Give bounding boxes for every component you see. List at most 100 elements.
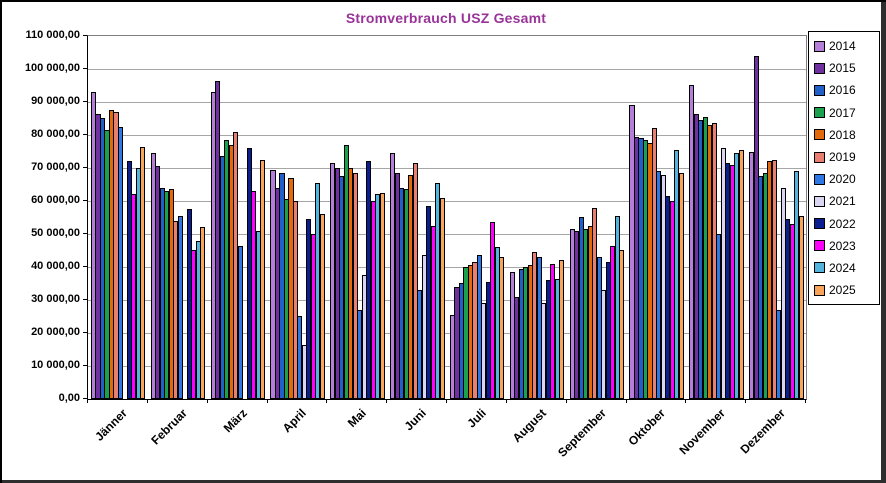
y-axis-label: 40 000,00 <box>31 260 80 272</box>
gridline <box>88 365 806 367</box>
window-right-edge <box>881 2 886 483</box>
x-axis-tick <box>386 399 388 403</box>
y-axis-tick <box>83 167 87 168</box>
bar-August-2025 <box>559 260 565 399</box>
x-axis-tick <box>745 399 747 403</box>
y-axis-tick <box>83 332 87 333</box>
legend-swatch-icon <box>814 151 825 163</box>
legend-swatch-icon <box>814 107 825 119</box>
gridline <box>88 233 806 235</box>
legend-item-2014: 2014 <box>814 35 875 57</box>
gridline <box>88 101 806 103</box>
bar-Mai-2019 <box>352 173 358 399</box>
legend-label: 2019 <box>829 150 856 165</box>
y-axis-label: 110 000,00 <box>25 29 80 41</box>
y-axis-label: 90 000,00 <box>31 95 80 107</box>
y-axis-tick <box>83 266 87 267</box>
y-axis-tick <box>83 365 87 366</box>
legend-label: 2018 <box>829 127 856 142</box>
legend-item-2021: 2021 <box>814 190 875 212</box>
y-axis-tick <box>83 200 87 201</box>
bar-November-2025 <box>738 150 744 399</box>
legend-swatch-icon <box>814 284 825 296</box>
legend-label: 2014 <box>829 39 856 54</box>
gridline <box>88 200 806 202</box>
legend-swatch-icon <box>814 262 825 274</box>
legend-label: 2022 <box>829 216 856 231</box>
legend: 2014 2015 2016 2017 2018 2019 2020 2021 2022 2023… <box>808 31 880 306</box>
legend-label: 2015 <box>829 61 856 76</box>
x-axis-tick <box>146 399 148 403</box>
legend-item-2016: 2016 <box>814 79 875 101</box>
bar-Mai-2025 <box>379 193 385 399</box>
bar-September-2025 <box>619 250 625 399</box>
legend-label: 2023 <box>829 238 856 253</box>
gridline <box>88 266 806 268</box>
legend-label: 2016 <box>829 83 856 98</box>
y-axis-tick <box>83 101 87 102</box>
bar-März-2020 <box>237 246 243 399</box>
legend-label: 2017 <box>829 105 856 120</box>
y-axis-label: 30 000,00 <box>31 293 80 305</box>
legend-item-2025: 2025 <box>814 279 875 301</box>
x-axis-tick <box>266 399 268 403</box>
y-axis-tick <box>83 299 87 300</box>
bar-Juli-2025 <box>499 257 505 399</box>
bar-Dezember-2025 <box>798 216 804 399</box>
y-axis-label: 0,00 <box>58 392 80 404</box>
window-bottom-edge <box>2 480 886 483</box>
bar-Februar-2020 <box>177 216 183 399</box>
legend-swatch-icon <box>814 84 825 96</box>
y-axis-tick <box>83 398 87 399</box>
legend-item-2020: 2020 <box>814 168 875 190</box>
chart-title: Stromverbrauch USZ Gesamt <box>345 10 547 26</box>
bar-Dezember-2019 <box>771 160 777 399</box>
bar-Jänner-2020 <box>117 127 123 399</box>
y-axis-tick <box>83 35 87 36</box>
bar-April-2019 <box>292 201 298 399</box>
legend-label: 2024 <box>829 260 856 275</box>
y-axis-label: 70 000,00 <box>31 161 80 173</box>
legend-item-2015: 2015 <box>814 57 875 79</box>
x-axis-tick <box>685 399 687 403</box>
x-axis-tick <box>505 399 507 403</box>
legend-swatch-icon <box>814 62 825 74</box>
y-axis-tick <box>83 68 87 69</box>
y-axis-label: 10 000,00 <box>31 359 80 371</box>
x-axis-tick <box>625 399 627 403</box>
legend-label: 2021 <box>829 194 856 209</box>
bar-Oktober-2025 <box>678 173 684 399</box>
legend-swatch-icon <box>814 40 825 52</box>
y-axis-label: 100 000,00 <box>24 62 80 74</box>
x-axis-tick <box>87 399 88 403</box>
legend-swatch-icon <box>814 129 825 141</box>
bar-März-2025 <box>260 160 266 399</box>
bar-Februar-2025 <box>200 227 206 399</box>
y-axis-label: 50 000,00 <box>31 227 80 239</box>
x-axis-tick <box>446 399 447 403</box>
x-axis-tick <box>206 399 208 403</box>
gridline <box>88 299 806 301</box>
legend-item-2019: 2019 <box>814 146 875 168</box>
legend-swatch-icon <box>814 240 825 252</box>
bar-April-2025 <box>319 214 325 399</box>
gridline <box>88 68 806 70</box>
plot-area <box>87 35 807 400</box>
bar-Juni-2019 <box>412 163 418 399</box>
y-axis-tick <box>83 134 87 135</box>
gridline <box>88 134 806 136</box>
legend-item-2022: 2022 <box>814 213 875 235</box>
legend-item-2018: 2018 <box>814 124 875 146</box>
bar-Juni-2025 <box>439 198 445 399</box>
legend-label: 2025 <box>829 283 856 298</box>
legend-item-2024: 2024 <box>814 257 875 279</box>
legend-swatch-icon <box>814 195 825 207</box>
legend-item-2017: 2017 <box>814 102 875 124</box>
gridline <box>88 332 806 334</box>
y-axis-label: 60 000,00 <box>31 194 80 206</box>
y-axis-label: 80 000,00 <box>31 128 80 140</box>
legend-label: 2020 <box>829 172 856 187</box>
bar-Jänner-2025 <box>140 147 146 399</box>
legend-swatch-icon <box>814 173 825 185</box>
